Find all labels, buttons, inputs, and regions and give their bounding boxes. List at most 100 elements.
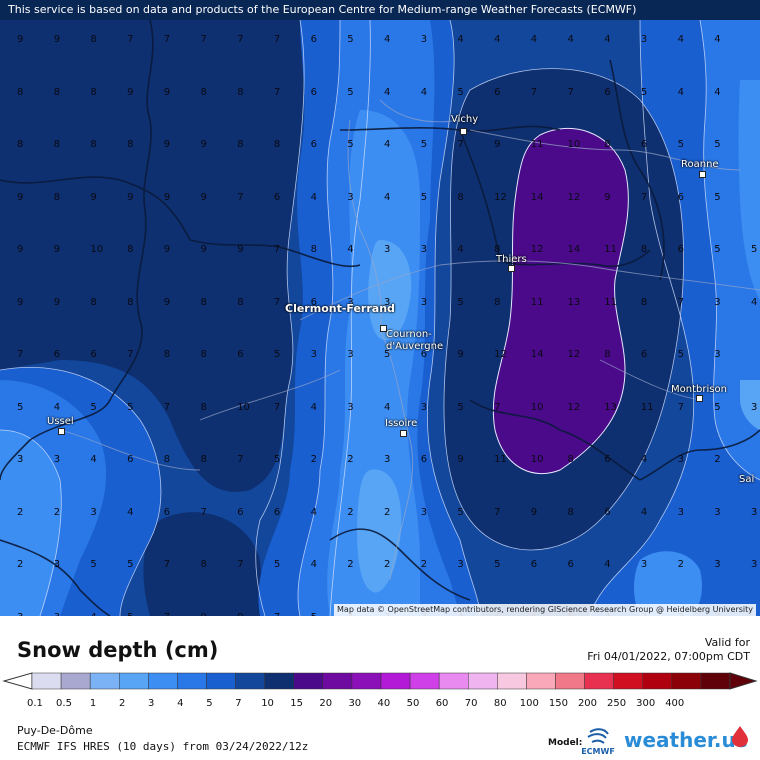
city-thiers[interactable]: Thiers (496, 254, 527, 265)
grid-value: 3 (457, 559, 464, 570)
city-clermont-ferrand[interactable]: Clermont-Ferrand (285, 302, 395, 315)
grid-value: 10 (237, 401, 250, 413)
grid-value: 7 (237, 191, 244, 203)
city-roanne[interactable]: Roanne (681, 159, 719, 170)
grid-value: 9 (200, 139, 207, 150)
grid-value: 3 (384, 296, 391, 308)
grid-value: 8 (604, 139, 611, 150)
grid-value: 4 (604, 34, 611, 45)
vichy-marker (460, 128, 467, 135)
grid-value: 4 (310, 401, 317, 413)
grid-value: 4 (310, 191, 317, 203)
grid-value: 8 (567, 506, 574, 518)
color-bar-tick: 100 (519, 698, 539, 709)
grid-value: 8 (127, 139, 134, 150)
grid-value: 3 (751, 401, 758, 413)
grid-value: 11 (640, 401, 654, 413)
grid-value: 4 (494, 34, 501, 45)
grid-value: 7 (163, 559, 171, 570)
grid-value: 8 (163, 454, 171, 465)
snow-depth-map[interactable]: 9 9 8 7 7 7 7 7 6 5 4 3 4 4 4 4 4 3 4 4 8 8 8 9 9 8 8 7 6 5 4 4 5 6 7 7 6 5 4 4… (0, 0, 760, 616)
grid-value: 4 (347, 244, 354, 255)
grid-value: 9 (53, 296, 61, 308)
grid-value: 3 (677, 506, 684, 518)
grid-value: 7 (200, 506, 207, 518)
color-bar (2, 672, 758, 690)
color-bar-over-arrow (729, 672, 758, 690)
color-bar-tick: 0.5 (56, 698, 72, 709)
color-bar-under-arrow (2, 672, 33, 690)
grid-value: 7 (567, 86, 574, 98)
grid-value: 8 (237, 86, 244, 98)
grid-value: 2 (347, 454, 354, 465)
grid-value: 4 (640, 454, 648, 465)
grid-value: 3 (90, 506, 97, 518)
color-bar-segment (119, 672, 149, 690)
color-bar-tick: 5 (206, 698, 213, 709)
brand-logo[interactable]: weather.us (624, 728, 748, 752)
color-bar-segment (351, 672, 382, 690)
grid-value: 3 (384, 454, 391, 465)
model-run: ECMWF IFS HRES (10 days) from 03/24/2022… (17, 740, 309, 753)
grid-value: 3 (17, 454, 24, 465)
city-vichy[interactable]: Vichy (451, 114, 479, 125)
ecmwf-logo-text: ECMWF (581, 747, 615, 756)
grid-value: 4 (457, 244, 464, 255)
legend-title: Snow depth (cm) (17, 638, 219, 662)
grid-value: 6 (310, 296, 317, 308)
grid-value: 4 (677, 34, 684, 45)
city-montbrison[interactable]: Montbrison (671, 384, 727, 395)
grid-value: 8 (640, 244, 648, 255)
thiers-marker (508, 265, 515, 272)
grid-value: 4 (530, 34, 538, 45)
grid-value: 4 (310, 506, 317, 518)
color-bar-segment (177, 672, 207, 690)
color-bar-segment (671, 672, 702, 690)
grid-value: 7 (273, 244, 281, 255)
issoire-marker (400, 430, 407, 437)
color-bar-segment (235, 672, 265, 690)
valid-time-block: Valid for Fri 04/01/2022, 07:00pm CDT (587, 636, 750, 664)
grid-value: 5 (127, 612, 133, 617)
color-bar-tick: 70 (464, 698, 478, 709)
city-cournon[interactable]: Cournon- (386, 329, 432, 340)
color-bar-segment (206, 672, 236, 690)
brand-drop-icon (732, 726, 748, 747)
grid-value: 8 (200, 559, 207, 570)
grid-value: 2 (384, 506, 391, 518)
grid-value: 7 (457, 139, 464, 150)
city-sai[interactable]: Sai (739, 474, 755, 485)
grid-value: 9 (127, 86, 134, 98)
grid-value: 8 (90, 296, 97, 308)
grid-value: 7 (127, 34, 134, 45)
grid-value: 8 (200, 86, 207, 98)
grid-value: 4 (567, 34, 574, 45)
grid-value: 7 (677, 401, 684, 413)
city-ussel[interactable]: Ussel (47, 416, 74, 427)
grid-value: 11 (604, 244, 617, 255)
color-bar-tick: 300 (636, 698, 656, 709)
grid-value: 5 (714, 139, 721, 150)
grid-value: 7 (164, 612, 170, 617)
roanne-marker (699, 171, 706, 178)
grid-value: 4 (384, 139, 391, 150)
color-bar-segment (60, 672, 91, 690)
grid-value: 5 (457, 296, 464, 308)
color-bar-segment (89, 672, 120, 690)
grid-value: 9 (200, 244, 207, 255)
city-issoire[interactable]: Issoire (385, 418, 418, 429)
grid-value: 3 (347, 349, 354, 360)
grid-value: 4 (677, 86, 684, 98)
grid-value: 4 (90, 454, 97, 465)
grid-value: 7 (237, 34, 244, 45)
grid-value: 3 (53, 559, 61, 570)
grid-value: 8 (237, 139, 244, 150)
grid-value: 9 (201, 612, 207, 617)
color-bar-segment (642, 672, 673, 690)
grid-value: 3 (677, 454, 684, 465)
grid-value: 7 (163, 401, 171, 413)
grid-value: 5 (273, 454, 281, 465)
grid-value: 9 (457, 349, 464, 360)
grid-value: 8 (200, 296, 207, 308)
grid-value: 3 (714, 559, 721, 570)
